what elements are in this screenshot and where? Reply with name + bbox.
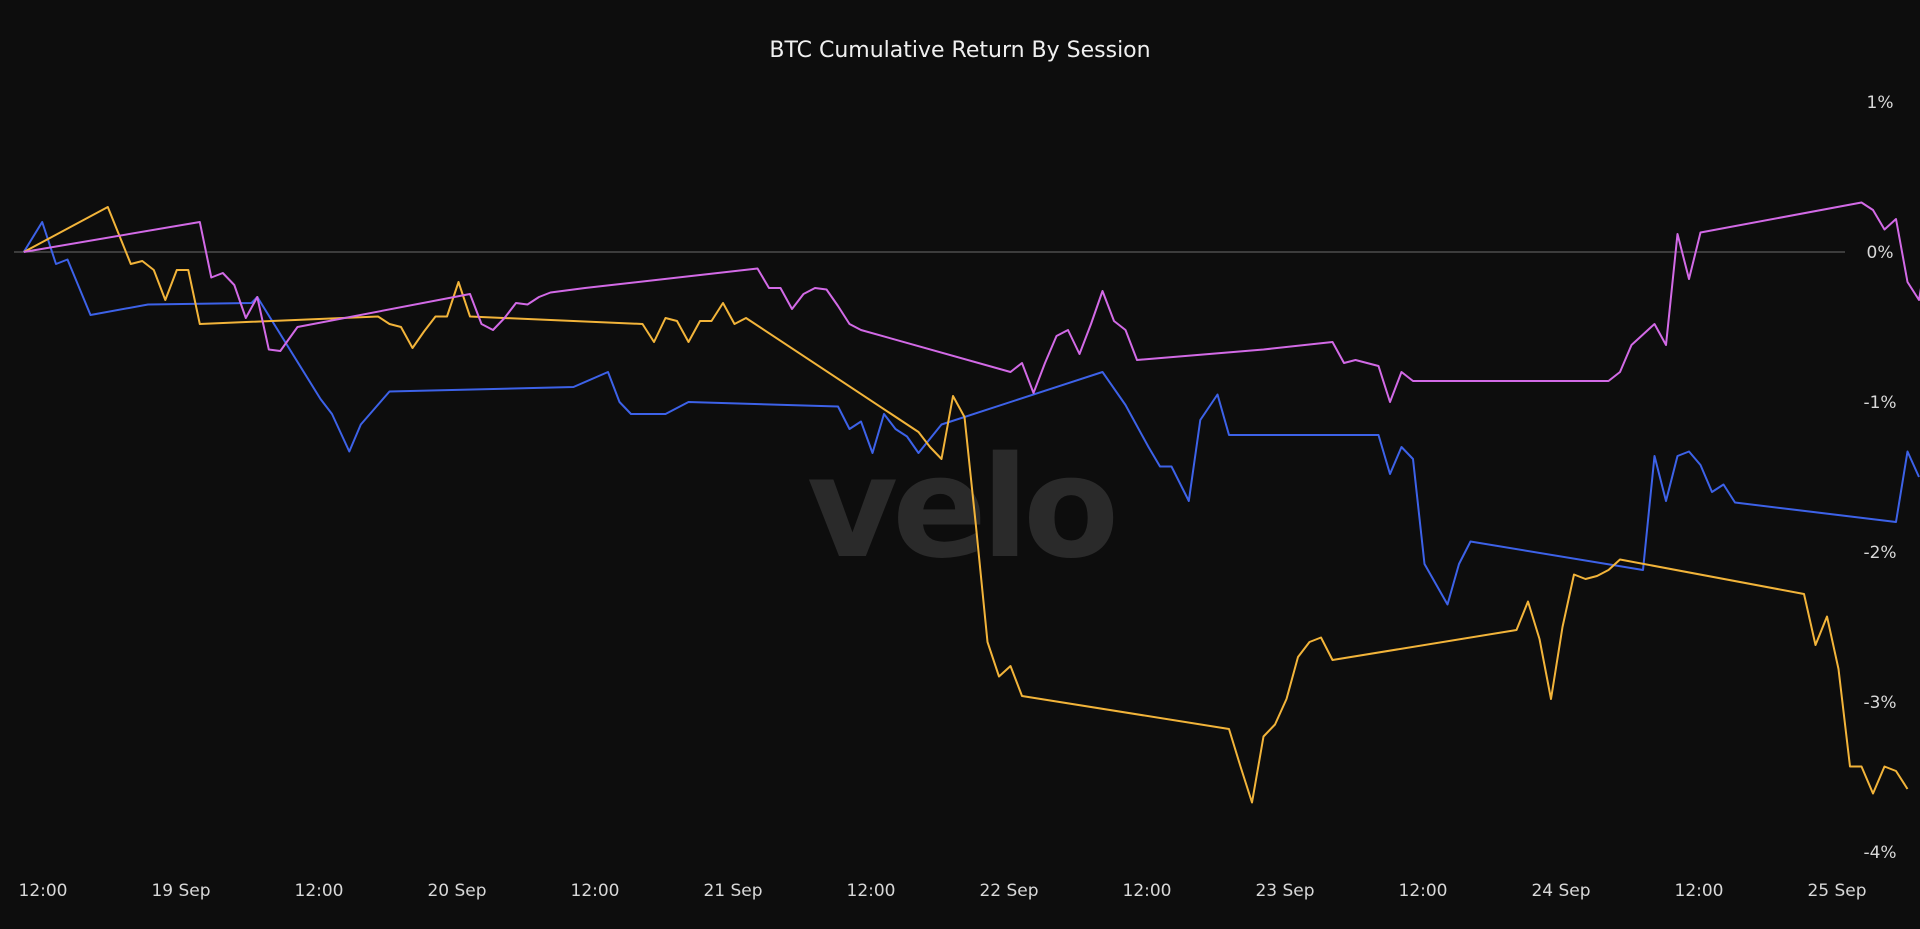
series-line-3 (23, 201, 1920, 403)
x-tick-label: 22 Sep (979, 881, 1038, 901)
x-tick-label: 23 Sep (1255, 881, 1314, 901)
x-tick-label: 25 Sep (1807, 881, 1866, 901)
x-tick-label: 12:00 (295, 881, 344, 901)
y-tick-label: 1% (1867, 93, 1894, 113)
x-tick-label: 21 Sep (703, 881, 762, 901)
y-tick-label: -2% (1863, 543, 1896, 563)
watermark-text: velo (807, 427, 1114, 590)
x-tick-label: 12:00 (1399, 881, 1448, 901)
series-layer (22, 201, 1920, 804)
y-tick-label: 0% (1867, 243, 1894, 263)
x-tick-label: 12:00 (1123, 881, 1172, 901)
x-tick-label: 24 Sep (1531, 881, 1590, 901)
y-axis-ticks: 1% 0% -1% -2% -3% -4% (1863, 93, 1896, 863)
x-axis-ticks: 12:00 19 Sep 12:00 20 Sep 12:00 21 Sep 12:00 22… (19, 881, 1867, 901)
x-tick-label: 12:00 (1675, 881, 1724, 901)
series-line-1 (22, 221, 1920, 606)
chart-title: BTC Cumulative Return By Session (769, 38, 1151, 63)
x-tick-label: 19 Sep (151, 881, 210, 901)
x-tick-label: 12:00 (571, 881, 620, 901)
x-tick-label: 12:00 (19, 881, 68, 901)
y-tick-label: -3% (1863, 693, 1896, 713)
y-tick-label: -1% (1863, 393, 1896, 413)
x-tick-label: 12:00 (847, 881, 896, 901)
series-line-2 (23, 206, 1909, 804)
x-tick-label: 20 Sep (427, 881, 486, 901)
y-tick-label: -4% (1863, 843, 1896, 863)
